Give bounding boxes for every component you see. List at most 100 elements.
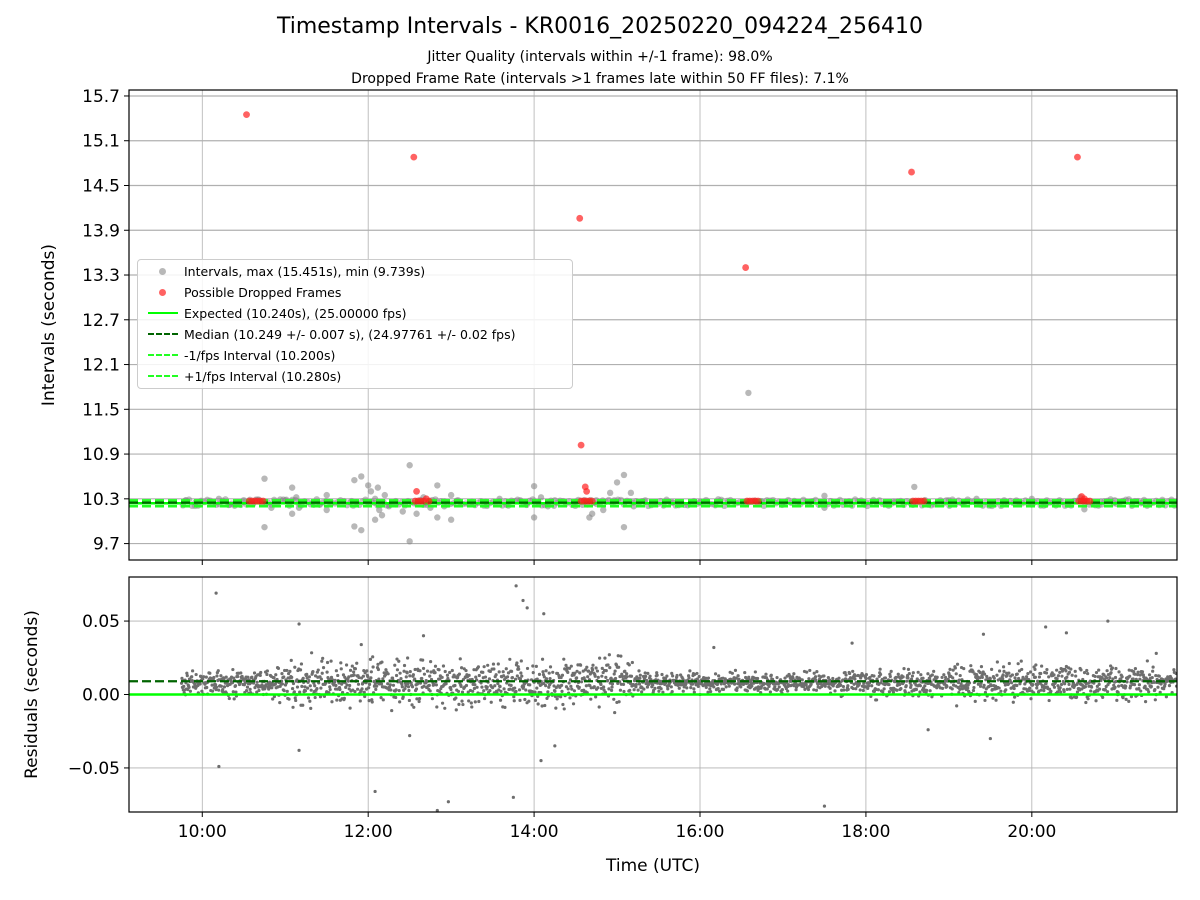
residual-point (376, 667, 381, 672)
residual-point (878, 672, 883, 677)
residual-point (394, 673, 399, 678)
residual-point (1070, 696, 1074, 700)
residual-point (518, 698, 522, 702)
residual-point (263, 687, 267, 691)
residual-point (784, 687, 788, 691)
residual-point (669, 685, 673, 689)
residual-point (539, 758, 543, 763)
interval-point (1081, 506, 1088, 513)
residual-point (543, 703, 547, 708)
residual-point (371, 655, 375, 659)
residual-point (747, 675, 751, 679)
residual-point (398, 671, 402, 675)
residual-point (559, 695, 563, 699)
residual-point (559, 683, 564, 687)
residual-point (909, 683, 913, 687)
residual-point (628, 688, 632, 692)
residual-point (870, 684, 874, 688)
residual-point (602, 685, 606, 689)
residual-point (406, 685, 411, 689)
bottom-plot-frame (128, 576, 1178, 813)
residual-point (450, 668, 454, 673)
residual-point (239, 671, 243, 675)
residual-point (901, 675, 905, 679)
residual-point (1027, 688, 1031, 693)
residual-point (600, 674, 604, 678)
residual-point (413, 677, 417, 681)
interval-point (261, 475, 268, 482)
residual-point (336, 673, 340, 678)
residual-point (490, 686, 495, 690)
residual-point (926, 728, 930, 732)
residual-point (906, 667, 911, 671)
residual-point (659, 687, 663, 691)
residual-point (1003, 683, 1007, 687)
residual-point (271, 697, 275, 701)
residual-point (280, 672, 284, 676)
residual-point (1007, 671, 1011, 675)
residual-point (665, 674, 669, 678)
residual-point (418, 669, 422, 673)
residual-point (553, 689, 557, 693)
top-y-axis-label: Intervals (seconds) (39, 244, 59, 406)
residual-point (355, 661, 359, 665)
residual-point (404, 684, 408, 688)
residual-point (222, 677, 226, 681)
residual-point (307, 675, 311, 679)
residual-point (806, 687, 811, 692)
residual-point (1120, 675, 1124, 679)
residual-point (1164, 695, 1168, 699)
residual-point (875, 677, 879, 681)
residual-point (1136, 670, 1140, 674)
residual-point (573, 671, 577, 675)
residual-point (1103, 687, 1107, 692)
residual-point (622, 689, 626, 694)
legend-marker-intervals (159, 268, 166, 275)
residual-point (608, 666, 612, 670)
residual-point (1059, 682, 1064, 687)
residual-point (851, 669, 855, 673)
residual-point (390, 708, 394, 713)
residual-point (379, 682, 384, 686)
residual-point (1006, 682, 1011, 686)
legend-item-expected: Expected (10.240s), (25.00000 fps) (146, 303, 406, 323)
residual-point (1059, 690, 1063, 694)
residual-point (497, 670, 501, 674)
residual-point (572, 689, 577, 693)
interval-point (288, 484, 296, 491)
residual-point (319, 677, 323, 681)
residual-point (319, 686, 323, 690)
residual-point (506, 671, 511, 675)
residual-point (730, 671, 734, 675)
residual-point (905, 679, 909, 683)
residual-point (407, 698, 411, 703)
residual-point (604, 668, 608, 673)
residual-point (276, 666, 281, 670)
residual-point (293, 665, 297, 669)
residual-point (951, 676, 955, 680)
residual-point (1005, 673, 1009, 678)
residual-point (1083, 685, 1088, 689)
residual-point (274, 673, 278, 677)
residual-point (445, 673, 450, 677)
residual-point (769, 673, 773, 677)
residual-point (646, 671, 650, 675)
residual-point (569, 684, 573, 688)
residual-point (896, 672, 900, 676)
residual-point (308, 684, 312, 688)
residual-point (750, 684, 754, 688)
residual-point (374, 687, 378, 691)
residual-point (1044, 671, 1049, 675)
residual-point (540, 657, 545, 661)
residual-point (982, 672, 987, 676)
residual-point (446, 800, 450, 804)
interval-point (1111, 497, 1118, 504)
residual-point (200, 689, 204, 693)
residual-point (504, 667, 508, 671)
residual-point (402, 669, 406, 673)
residual-point (1115, 698, 1119, 702)
residual-point (1101, 695, 1105, 699)
residual-point (214, 685, 219, 689)
residual-point (1174, 671, 1177, 676)
interval-point (413, 510, 420, 517)
